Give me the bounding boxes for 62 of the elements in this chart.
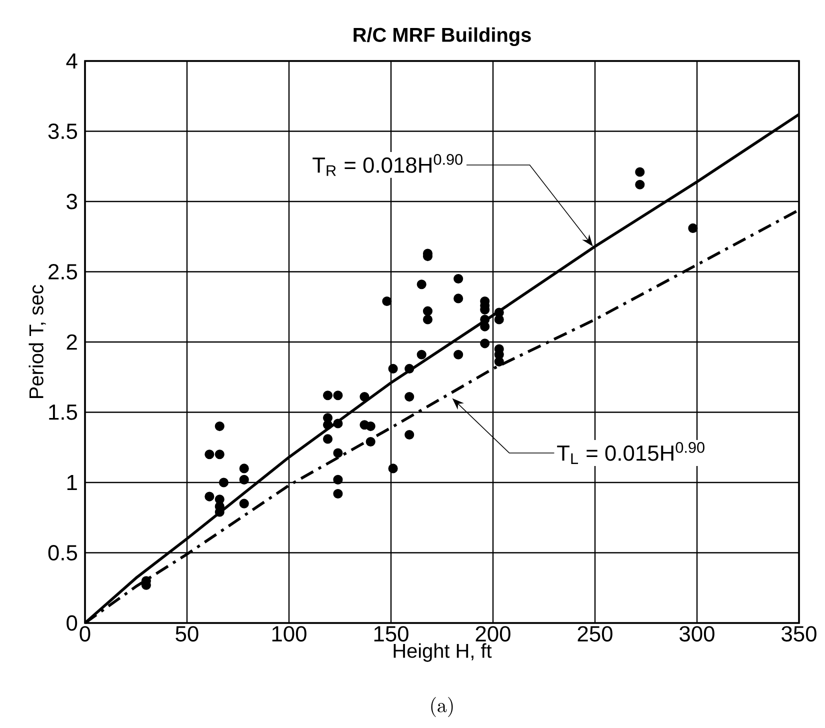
point — [204, 450, 214, 460]
y-tick-label: 4 — [66, 53, 78, 69]
point — [239, 498, 249, 508]
y-tick-label: 1 — [67, 474, 77, 490]
y-tick-label: 1.5 — [49, 404, 78, 420]
point — [635, 180, 645, 190]
point — [404, 364, 414, 374]
point — [480, 322, 490, 332]
point — [214, 450, 224, 460]
point — [218, 478, 228, 488]
x-tick-label: 0 — [80, 626, 90, 642]
point — [322, 420, 333, 430]
x-tick-label: 50 — [176, 626, 198, 642]
point — [480, 338, 490, 348]
x-tick-label: 200 — [476, 626, 510, 642]
point — [404, 392, 414, 402]
x-axis-title: Height H, ft — [394, 643, 492, 662]
x-tick-label: 150 — [374, 626, 408, 642]
x-tick-label: 350 — [782, 626, 816, 642]
y-tick-label: 0.5 — [48, 545, 78, 561]
y-tick-label: 0 — [66, 615, 78, 631]
annotation: T$_{L}$ = 0.015H$^{0.90}$ — [557, 442, 704, 464]
point — [388, 364, 398, 374]
x-tick-label: 250 — [578, 626, 612, 642]
chart-title: R/C MRF Buildings — [354, 27, 531, 46]
point — [239, 474, 249, 484]
annotation: T$_{R}$ = 0.018H$^{0.90}$ — [312, 154, 462, 176]
point — [366, 436, 376, 447]
text: (a) — [431, 697, 453, 717]
point — [239, 464, 249, 474]
point — [422, 314, 433, 324]
point — [404, 430, 414, 440]
point — [333, 390, 343, 400]
point — [416, 280, 426, 290]
y-tick-label: 2 — [66, 334, 77, 350]
point — [454, 294, 464, 304]
point — [333, 418, 343, 428]
point — [494, 356, 504, 366]
point — [635, 167, 645, 177]
x-tick-label: 300 — [680, 626, 714, 642]
point — [416, 350, 426, 360]
point — [322, 390, 333, 400]
point — [454, 274, 464, 284]
y-tick-label: 3 — [66, 194, 77, 210]
point — [494, 314, 504, 324]
point — [688, 223, 698, 233]
point — [322, 434, 333, 444]
y-tick-label: 3.5 — [48, 124, 78, 140]
y-axis-title: Period T, sec — [28, 284, 46, 398]
point — [422, 306, 433, 316]
y-tick-label: 2.5 — [48, 264, 78, 280]
point — [388, 464, 398, 474]
x-tick-label: 100 — [272, 626, 306, 642]
point — [333, 474, 343, 484]
point — [366, 422, 376, 432]
point — [454, 350, 464, 360]
point — [214, 422, 224, 432]
point — [333, 448, 343, 458]
point — [360, 392, 370, 402]
point — [333, 488, 343, 499]
point — [382, 296, 392, 306]
point — [204, 492, 214, 502]
